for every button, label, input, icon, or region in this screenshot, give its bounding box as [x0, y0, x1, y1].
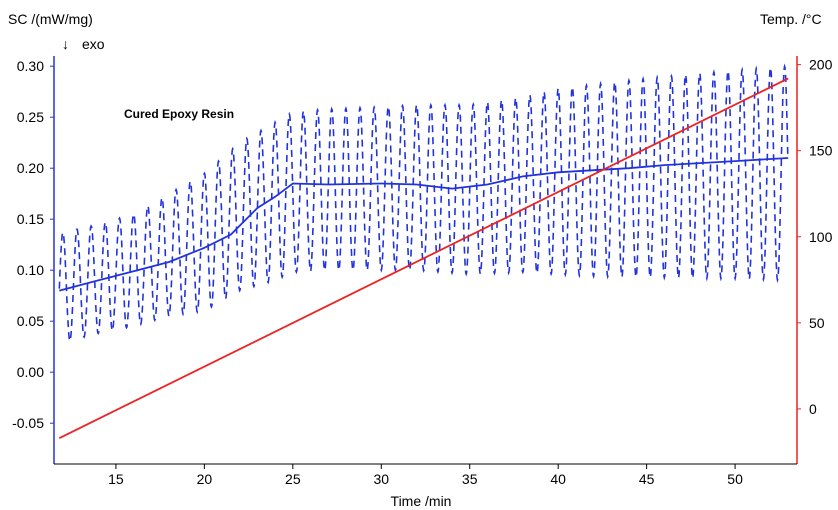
right-tick-label: 200 [809, 57, 833, 73]
left-axis-ticks: 0.30 0.25 0.20 0.15 0.10 0.05 0.00 -0.05 [12, 58, 54, 431]
temperature-series [58, 77, 789, 440]
left-tick-label: 0.30 [17, 58, 44, 74]
left-tick-label: 0.00 [17, 364, 44, 380]
exo-label: exo [82, 36, 105, 52]
right-tick-label: 150 [809, 143, 833, 159]
x-tick-label: 25 [285, 471, 301, 487]
right-tick-label: 50 [809, 315, 825, 331]
sc-average-series [59, 157, 789, 292]
x-tick-label: 20 [197, 471, 213, 487]
chart-annotation: Cured Epoxy Resin [124, 107, 234, 121]
x-tick-label: 40 [550, 471, 566, 487]
left-tick-label: 0.15 [17, 211, 44, 227]
right-axis-title: Temp. /°C [760, 11, 822, 27]
left-tick-label: -0.05 [12, 415, 44, 431]
x-tick-label: 50 [727, 471, 743, 487]
sc-modulated-series [58, 63, 789, 343]
x-tick-label: 15 [108, 471, 124, 487]
x-axis-title: Time /min [391, 493, 452, 509]
exo-arrow-icon: ↓ [62, 36, 69, 52]
x-tick-label: 45 [639, 471, 655, 487]
x-tick-label: 30 [373, 471, 389, 487]
right-tick-label: 0 [809, 401, 817, 417]
right-tick-label: 100 [809, 229, 833, 245]
left-tick-label: 0.05 [17, 313, 44, 329]
left-tick-label: 0.25 [17, 109, 44, 125]
series-layer [58, 63, 789, 440]
x-tick-label: 35 [462, 471, 478, 487]
left-tick-label: 0.10 [17, 262, 44, 278]
left-tick-label: 0.20 [17, 160, 44, 176]
left-axis-title: SC /(mW/mg) [8, 11, 93, 27]
x-axis-ticks: 15 20 25 30 35 40 45 50 [108, 464, 743, 487]
right-axis-ticks: 200 150 100 50 0 [797, 57, 833, 417]
